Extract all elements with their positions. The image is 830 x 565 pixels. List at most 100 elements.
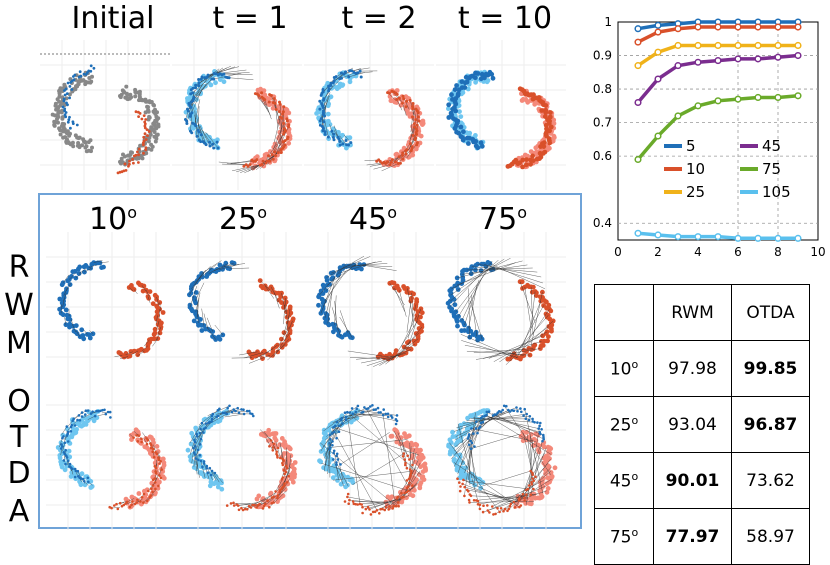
data-point bbox=[755, 56, 761, 62]
data-point bbox=[755, 24, 761, 30]
table-cell-otda: 58.97 bbox=[732, 509, 810, 565]
legend-label: 10 bbox=[686, 160, 705, 178]
panel-rwm-10 bbox=[46, 232, 176, 382]
data-point bbox=[755, 95, 761, 101]
legend-label: 45 bbox=[762, 137, 781, 155]
y-tick-label: 0.6 bbox=[593, 149, 612, 163]
panel-rwm-25 bbox=[176, 232, 306, 382]
data-point bbox=[675, 234, 681, 240]
title-t10: t = 10 bbox=[440, 2, 570, 36]
data-point bbox=[675, 113, 681, 119]
legend-label: 75 bbox=[762, 160, 781, 178]
data-point bbox=[695, 103, 701, 109]
table-header-otda: OTDA bbox=[732, 285, 810, 341]
data-point bbox=[795, 93, 801, 99]
title-t1: t = 1 bbox=[185, 2, 315, 36]
data-point bbox=[635, 39, 641, 45]
x-tick-label: 8 bbox=[774, 245, 782, 259]
table-row-angle: 10o bbox=[595, 341, 654, 397]
data-point bbox=[715, 234, 721, 240]
panel-otda-25 bbox=[176, 380, 306, 530]
row-label-rwm-w: W bbox=[4, 286, 34, 326]
table-cell-rwm: 77.97 bbox=[654, 509, 732, 565]
data-point bbox=[775, 43, 781, 49]
data-point bbox=[675, 43, 681, 49]
y-tick-label: 0.8 bbox=[593, 82, 612, 96]
angle-title-25: 25o bbox=[178, 196, 308, 237]
data-point bbox=[735, 43, 741, 49]
data-point bbox=[655, 232, 661, 238]
panel-rwm-75 bbox=[436, 232, 566, 382]
x-tick-label: 6 bbox=[734, 245, 742, 259]
results-table: RWM OTDA 10o 97.98 99.85 25o 93.04 96.87… bbox=[594, 284, 810, 565]
table-header-row: RWM OTDA bbox=[595, 285, 810, 341]
table-row: 25o 93.04 96.87 bbox=[595, 397, 810, 453]
x-tick-label: 4 bbox=[694, 245, 702, 259]
x-tick-label: 10 bbox=[810, 245, 825, 259]
data-point bbox=[675, 26, 681, 32]
data-point bbox=[735, 24, 741, 30]
row-label-otda-t: T bbox=[4, 418, 34, 458]
title-t2: t = 2 bbox=[314, 2, 444, 36]
data-point bbox=[695, 234, 701, 240]
table-header-corner bbox=[595, 285, 654, 341]
row-label-rwm-m: M bbox=[4, 324, 34, 364]
angle-title-75: 75o bbox=[438, 196, 568, 237]
table-cell-rwm: 93.04 bbox=[654, 397, 732, 453]
data-point bbox=[775, 24, 781, 30]
data-point bbox=[755, 43, 761, 49]
angle-title-10: 10o bbox=[48, 196, 178, 237]
panel-initial bbox=[40, 40, 170, 190]
panel-t1 bbox=[172, 40, 302, 190]
data-point bbox=[715, 98, 721, 104]
data-point bbox=[655, 76, 661, 82]
x-tick-label: 2 bbox=[654, 245, 662, 259]
panel-otda-45 bbox=[306, 380, 436, 530]
angle-title-45: 45o bbox=[308, 196, 438, 237]
data-point bbox=[795, 24, 801, 30]
title-initial: Initial bbox=[48, 2, 178, 36]
table-row: 75o 77.97 58.97 bbox=[595, 509, 810, 565]
data-point bbox=[655, 49, 661, 55]
y-tick-label: 0.4 bbox=[593, 216, 612, 230]
panel-otda-75 bbox=[436, 380, 566, 530]
data-point bbox=[655, 133, 661, 139]
row-label-otda-o: O bbox=[4, 382, 34, 422]
table-row-angle: 45o bbox=[595, 453, 654, 509]
data-point bbox=[675, 63, 681, 69]
table-row: 10o 97.98 99.85 bbox=[595, 341, 810, 397]
table-header-rwm: RWM bbox=[654, 285, 732, 341]
y-tick-label: 1 bbox=[604, 15, 612, 29]
row-label-rwm-r: R bbox=[4, 248, 34, 288]
table-row-angle: 75o bbox=[595, 509, 654, 565]
data-point bbox=[775, 54, 781, 60]
data-point bbox=[775, 236, 781, 242]
data-point bbox=[695, 24, 701, 30]
data-point bbox=[635, 157, 641, 163]
data-point bbox=[635, 63, 641, 69]
data-point bbox=[715, 43, 721, 49]
table-row-angle: 25o bbox=[595, 397, 654, 453]
legend-label: 5 bbox=[686, 137, 696, 155]
data-point bbox=[635, 26, 641, 32]
table-cell-rwm: 90.01 bbox=[654, 453, 732, 509]
x-tick-label: 0 bbox=[614, 245, 622, 259]
data-point bbox=[655, 29, 661, 35]
data-point bbox=[755, 236, 761, 242]
data-point bbox=[795, 43, 801, 49]
y-tick-label: 0.7 bbox=[593, 116, 612, 130]
y-tick-label: 0.9 bbox=[593, 49, 612, 63]
data-point bbox=[735, 236, 741, 242]
data-point bbox=[635, 230, 641, 236]
table-cell-otda: 99.85 bbox=[732, 341, 810, 397]
row-label-otda-d: D bbox=[4, 454, 34, 494]
data-point bbox=[735, 96, 741, 102]
data-point bbox=[795, 53, 801, 59]
data-point bbox=[715, 24, 721, 30]
panel-rwm-45 bbox=[306, 232, 436, 382]
table-cell-otda: 96.87 bbox=[732, 397, 810, 453]
data-point bbox=[695, 59, 701, 65]
panel-t2 bbox=[304, 40, 434, 190]
row-label-otda-a: A bbox=[4, 492, 34, 532]
